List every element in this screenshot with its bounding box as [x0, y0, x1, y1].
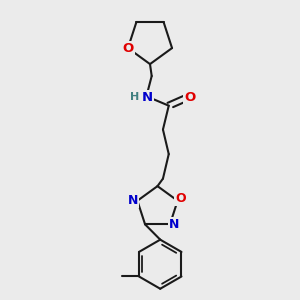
Text: O: O	[184, 91, 196, 104]
Text: N: N	[142, 91, 153, 104]
Text: N: N	[169, 218, 179, 231]
Text: N: N	[128, 194, 139, 207]
Text: O: O	[122, 42, 134, 55]
Text: H: H	[130, 92, 139, 102]
Text: O: O	[175, 192, 186, 205]
